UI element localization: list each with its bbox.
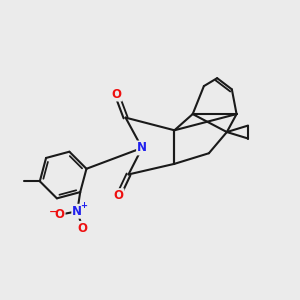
Text: O: O (78, 222, 88, 235)
Text: O: O (112, 88, 122, 100)
Text: O: O (55, 208, 64, 221)
Text: N: N (72, 205, 82, 218)
Text: −: − (49, 207, 58, 217)
Text: N: N (137, 141, 147, 154)
Text: O: O (113, 189, 124, 202)
Text: +: + (80, 201, 87, 210)
